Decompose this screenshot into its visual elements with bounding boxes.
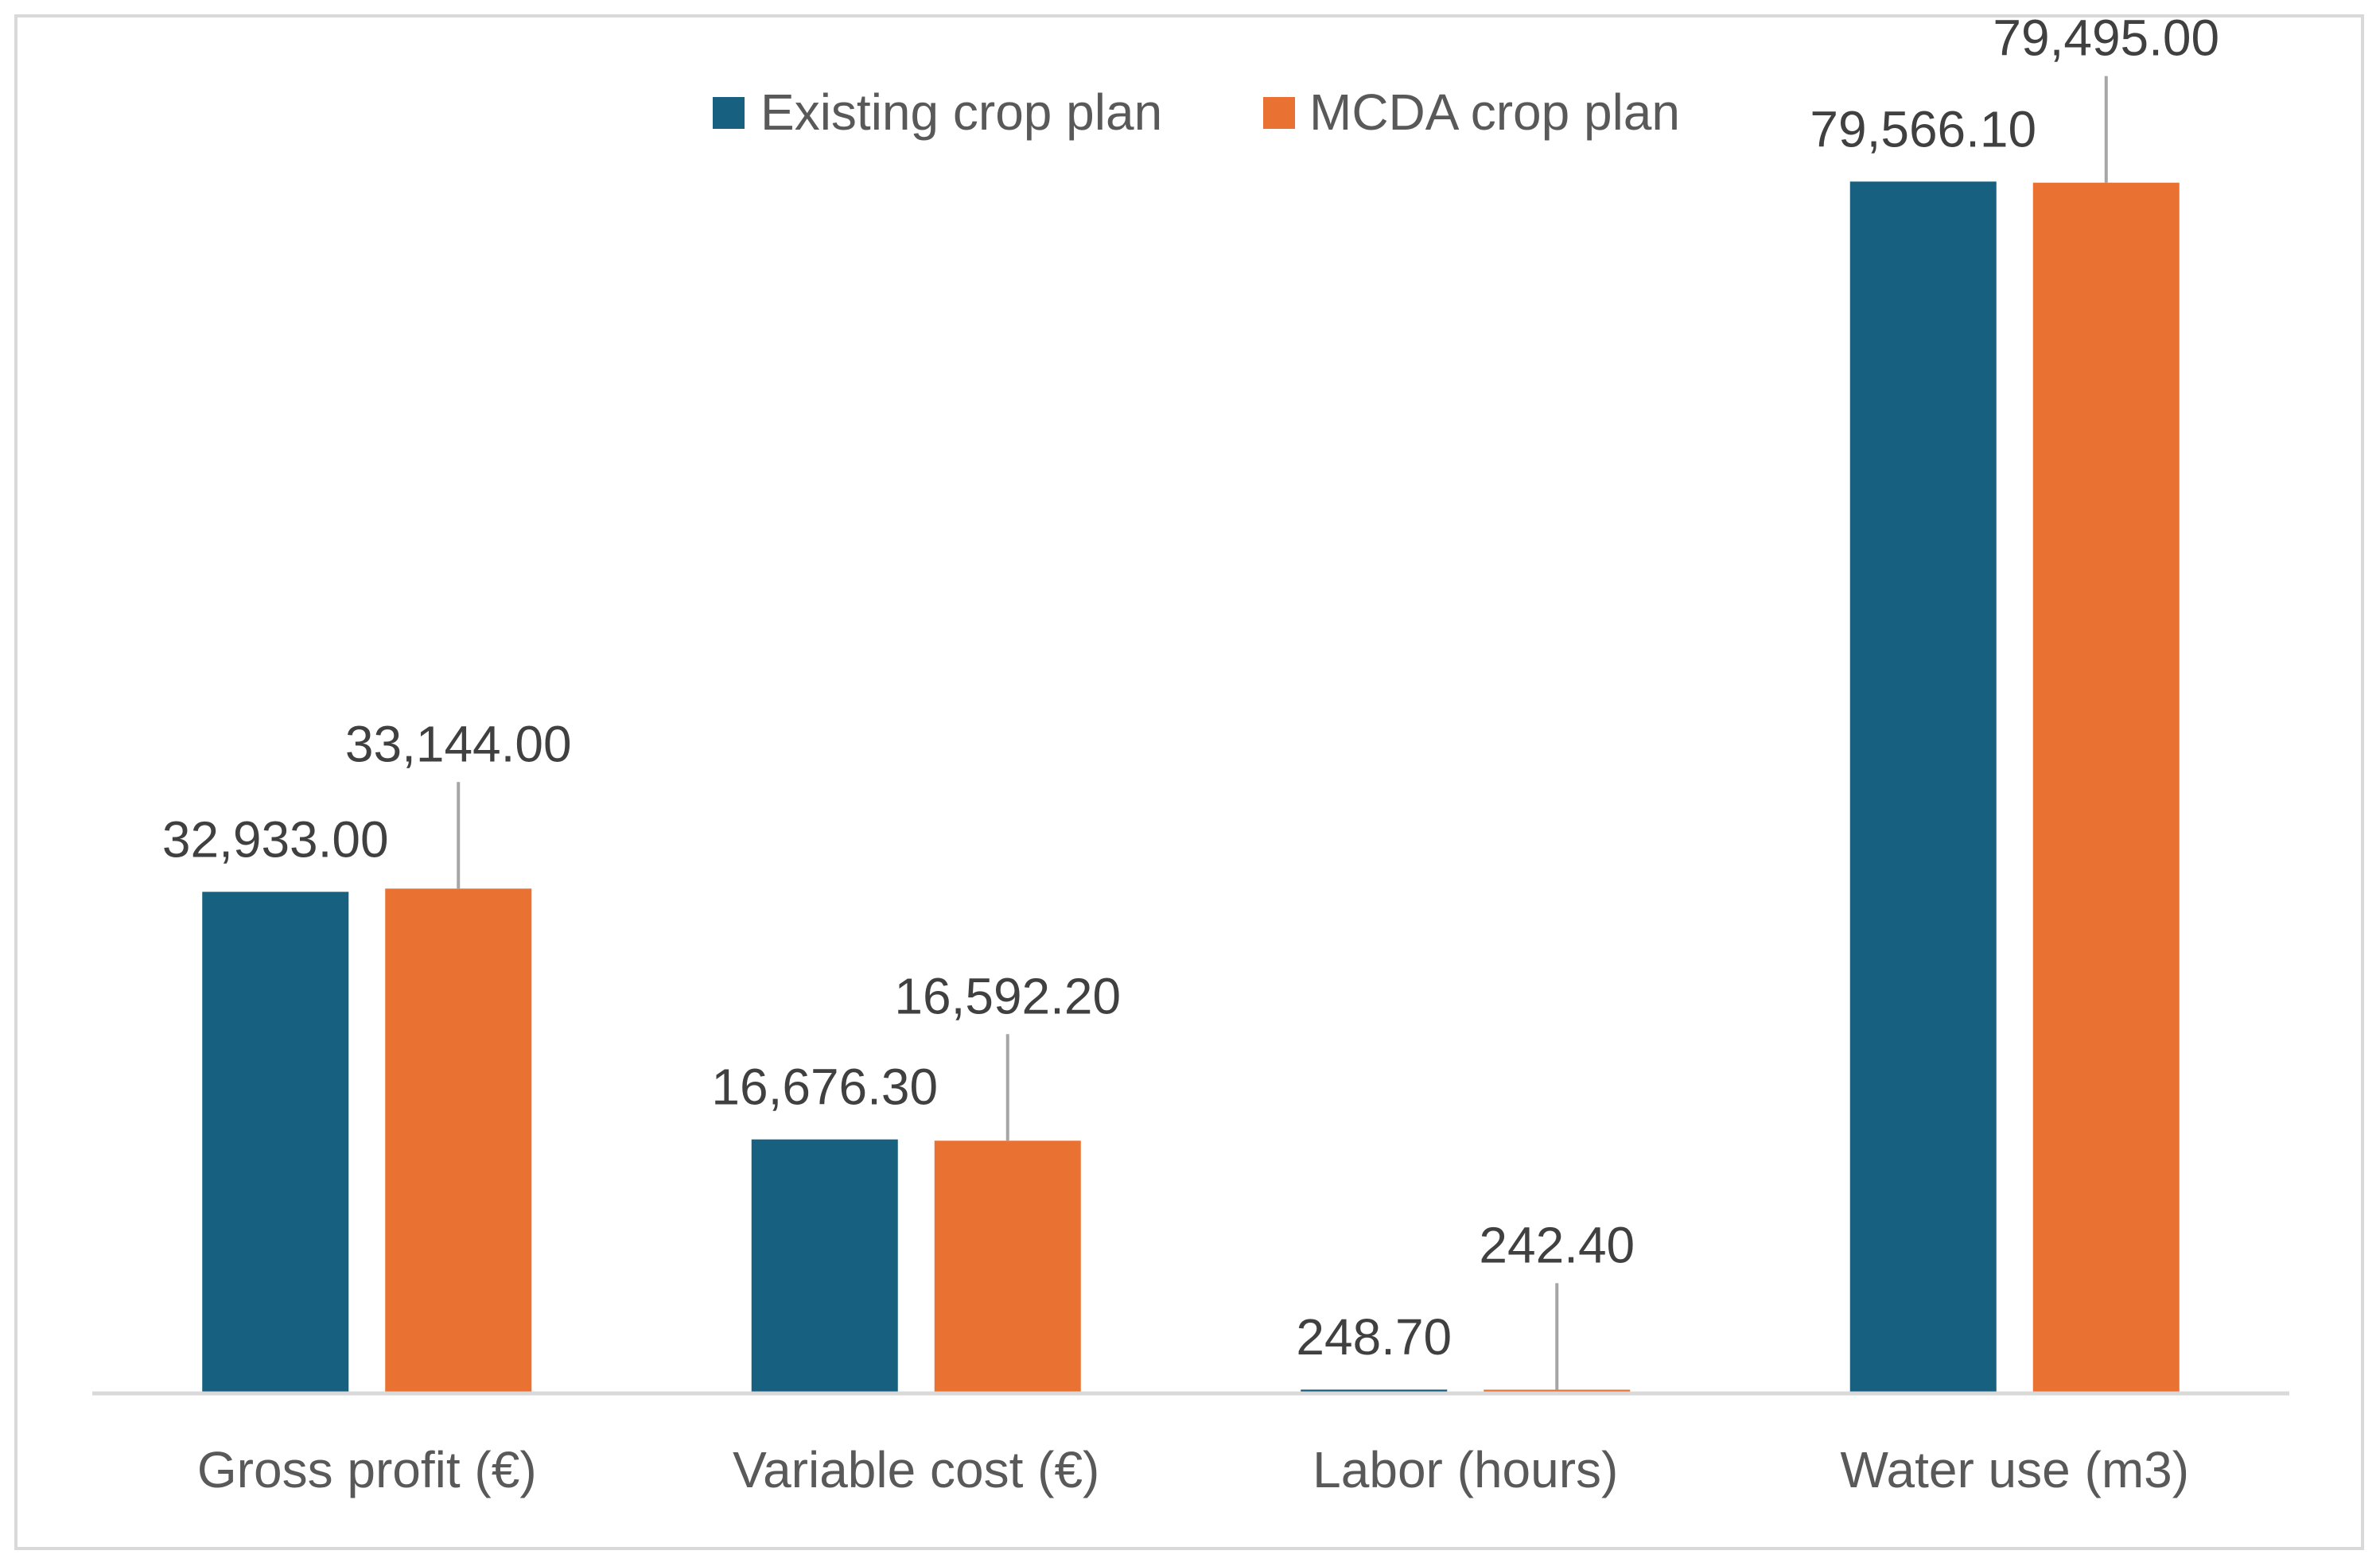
legend-swatch-mcda [1263,97,1295,129]
bar-existing-crop-plan-gross-profit [202,892,349,1393]
category-label-gross-profit: Gross profit (€) [197,1441,537,1498]
data-label-existing-crop-plan-labor-hours: 248.70 [1296,1308,1452,1366]
legend-label-mcda: MCDA crop plan [1309,84,1680,141]
legend: Existing crop plan MCDA crop plan [713,84,1680,141]
category-labels-group: Gross profit (€) Variable cost (€) Labor (… [197,1441,2189,1498]
data-label-existing-crop-plan-gross-profit: 32,933.00 [162,810,389,868]
category-label-water-use-m3: Water use (m3) [1840,1441,2189,1498]
data-label-mcda-crop-plan-gross-profit: 33,144.00 [345,715,572,772]
bar-mcda-crop-plan-variable-cost [934,1140,1081,1393]
bar-mcda-crop-plan-water-use-m3 [2032,182,2180,1393]
data-label-existing-crop-plan-variable-cost: 16,676.30 [711,1059,938,1116]
legend-swatch-existing [713,97,745,129]
data-labels-group: 32,933.00 33,144.00 16,676.30 16,592.20 248.… [162,10,2219,1366]
category-label-labor-hours: Labor (hours) [1312,1441,1618,1498]
leader-lines-group [457,76,2108,1390]
bars-group [202,181,2180,1393]
data-label-mcda-crop-plan-labor-hours: 242.40 [1479,1216,1635,1273]
data-label-mcda-crop-plan-variable-cost: 16,592.20 [894,967,1121,1024]
legend-label-existing: Existing crop plan [760,84,1162,141]
data-label-existing-crop-plan-water-use-m3: 79,566.10 [1810,100,2036,157]
data-label-mcda-crop-plan-water-use-m3: 79,495.00 [1993,10,2219,67]
category-label-variable-cost: Variable cost (€) [733,1441,1099,1498]
bar-existing-crop-plan-water-use-m3 [1849,181,1997,1393]
bar-mcda-crop-plan-gross-profit [385,888,532,1393]
bar-existing-crop-plan-variable-cost [751,1139,898,1393]
